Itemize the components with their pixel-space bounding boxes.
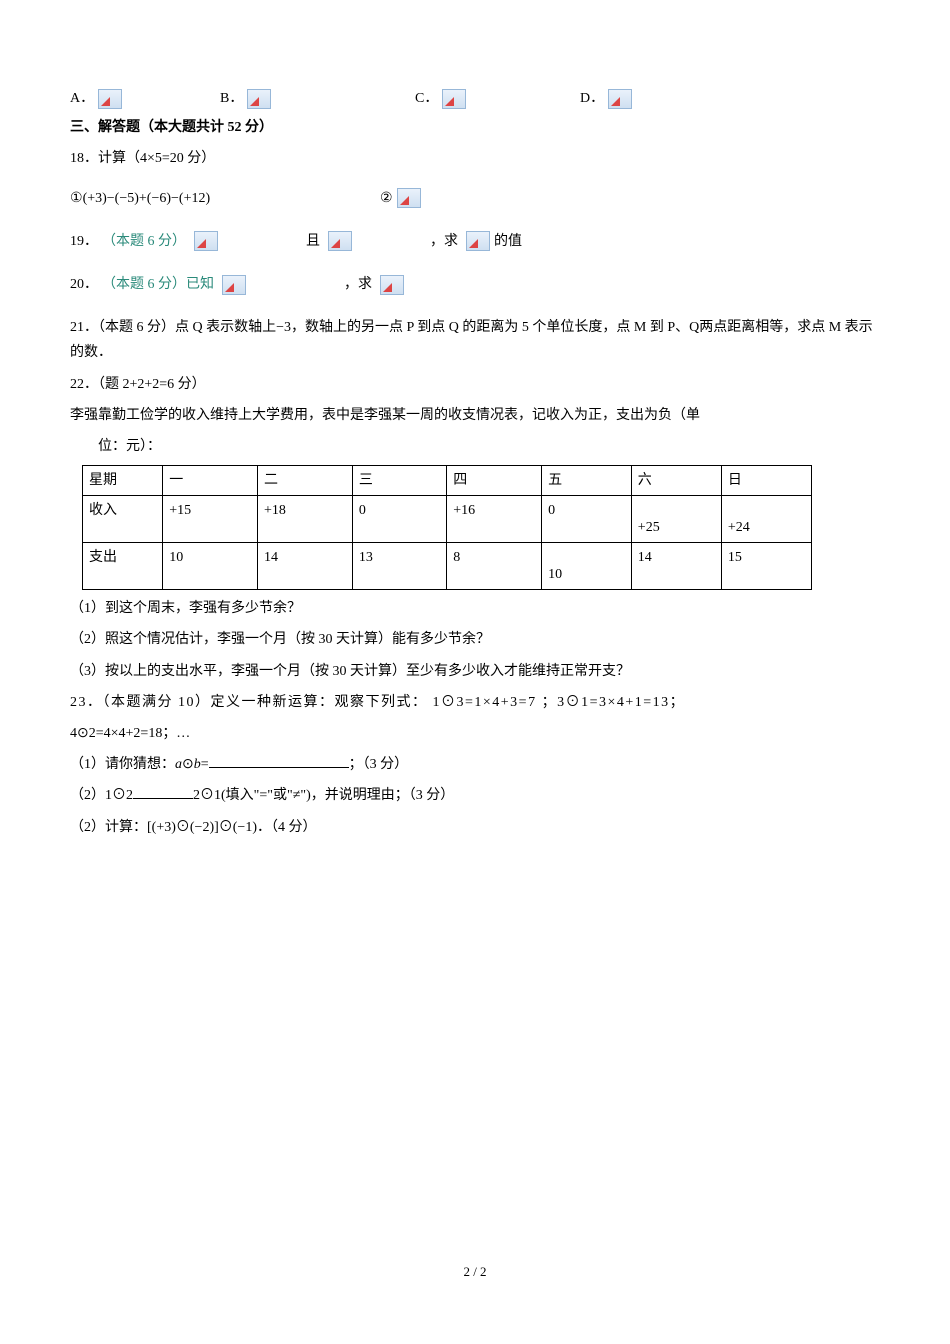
q18-item2: ② (380, 186, 421, 211)
table-cell: 五 (542, 466, 632, 496)
answer-options: A． B． C． D． (70, 86, 880, 111)
image-icon (194, 231, 218, 251)
table-cell: 星期 (83, 466, 163, 496)
option-a: A． (70, 86, 220, 111)
q19: 19． （本题 6 分） 且 ，求 的值 (70, 229, 880, 254)
q23-sub1: （1）请你猜想：a⊙b= ；（3 分） (70, 752, 880, 777)
q23-sub1-e: = (201, 757, 209, 772)
table-cell: 一 (163, 466, 258, 496)
option-b-label: B． (220, 86, 243, 111)
option-c: C． (415, 86, 580, 111)
image-icon (98, 89, 122, 109)
table-cell: 收入 (83, 496, 163, 543)
q22-body2: 位：元）： (70, 434, 880, 459)
table-cell: 14 (631, 543, 721, 590)
q23-sub2-a: （2）1⊙2 (70, 788, 133, 803)
image-icon (328, 231, 352, 251)
q20-prefix: 20． (70, 272, 98, 297)
q23-sub1-c: ⊙ (182, 757, 194, 772)
option-c-label: C． (415, 86, 438, 111)
table-cell: 8 (447, 543, 542, 590)
table-cell: 10 (163, 543, 258, 590)
table-income-row: 收入 +15 +18 0 +16 0 +25 +24 (83, 496, 812, 543)
table-cell: 0 (542, 496, 632, 543)
table-cell: 日 (721, 466, 811, 496)
q19-prefix: 19． (70, 229, 98, 254)
q23-sub1-d: b (194, 757, 201, 772)
table-cell: 支出 (83, 543, 163, 590)
q22-header: 22．（题 2+2+2=6 分） (70, 372, 880, 397)
blank-line (133, 784, 193, 799)
q22-body: 李强靠勤工俭学的收入维持上大学费用，表中是李强某一周的收支情况表，记收入为正，支… (70, 403, 880, 428)
q18-expr1: (+3)−(−5)+(−6)−(+12) (83, 186, 211, 211)
option-d: D． (580, 86, 700, 111)
table-cell: 六 (631, 466, 721, 496)
q18-header: 18．计算（4×5=20 分） (70, 146, 880, 171)
q18-num2: ② (380, 186, 393, 211)
table-cell: 15 (721, 543, 811, 590)
q19-mid2: ，求 (430, 229, 458, 254)
q23-line1: 23．（本题满分 10）定义一种新运算：观察下列式： 1⊙3=1×4+3=7 ；… (70, 690, 880, 715)
table-cell: 二 (258, 466, 353, 496)
table-cell: 0 (352, 496, 446, 543)
table-cell: +24 (721, 496, 811, 543)
q23-line2: 4⊙2=4×4+2=18；… (70, 721, 880, 746)
q23-sub1-b: a (175, 757, 182, 772)
table-cell: +18 (258, 496, 353, 543)
q18-item1: ① (+3)−(−5)+(−6)−(+12) (70, 186, 380, 211)
q23-sub1-f: ；（3 分） (349, 757, 409, 772)
image-icon (247, 89, 271, 109)
q22-sub1: （1）到这个周末，李强有多少节余？ (70, 596, 880, 621)
image-icon (397, 188, 421, 208)
table-cell: 三 (352, 466, 446, 496)
q21: 21．（本题 6 分）点 Q 表示数轴上−3，数轴上的另一点 P 到点 Q 的距… (70, 315, 880, 365)
table-cell: 13 (352, 543, 446, 590)
q20-mid: ，求 (344, 272, 372, 297)
option-a-label: A． (70, 86, 94, 111)
q18-items: ① (+3)−(−5)+(−6)−(+12) ② (70, 186, 880, 211)
table-cell: 四 (447, 466, 542, 496)
table-cell: +16 (447, 496, 542, 543)
section-3-title: 三、解答题（本大题共计 52 分） (70, 115, 880, 140)
option-b: B． (220, 86, 415, 111)
income-expense-table: 星期 一 二 三 四 五 六 日 收入 +15 +18 0 +16 0 +25 … (82, 465, 812, 590)
q19-label: （本题 6 分） (102, 229, 186, 254)
image-icon (608, 89, 632, 109)
q18-num1: ① (70, 186, 83, 211)
option-d-label: D． (580, 86, 604, 111)
image-icon (380, 275, 404, 295)
table-cell: 10 (542, 543, 632, 590)
q23-sub3: （2）计算：[(+3)⊙(−2)]⊙(−1)．（4 分） (70, 815, 880, 840)
table-cell: 14 (258, 543, 353, 590)
image-icon (222, 275, 246, 295)
table-header-row: 星期 一 二 三 四 五 六 日 (83, 466, 812, 496)
image-icon (466, 231, 490, 251)
q22-sub2: （2）照这个情况估计，李强一个月（按 30 天计算）能有多少节余？ (70, 627, 880, 652)
blank-line (209, 753, 349, 768)
q23-sub1-a: （1）请你猜想： (70, 757, 175, 772)
table-expense-row: 支出 10 14 13 8 10 14 15 (83, 543, 812, 590)
q19-mid3: 的值 (494, 229, 522, 254)
page-footer: 2 / 2 (70, 1260, 880, 1283)
image-icon (442, 89, 466, 109)
q20: 20． （本题 6 分）已知 ，求 (70, 272, 880, 297)
q22-sub3: （3）按以上的支出水平，李强一个月（按 30 天计算）至少有多少收入才能维持正常… (70, 659, 880, 684)
table-cell: +15 (163, 496, 258, 543)
q19-mid1: 且 (306, 229, 320, 254)
q23-sub2: （2）1⊙2 2⊙1(填入"="或"≠")，并说明理由；（3 分） (70, 783, 880, 808)
q23-sub2-b: 2⊙1(填入"="或"≠")，并说明理由；（3 分） (193, 788, 454, 803)
table-cell: +25 (631, 496, 721, 543)
q20-label: （本题 6 分）已知 (102, 272, 214, 297)
